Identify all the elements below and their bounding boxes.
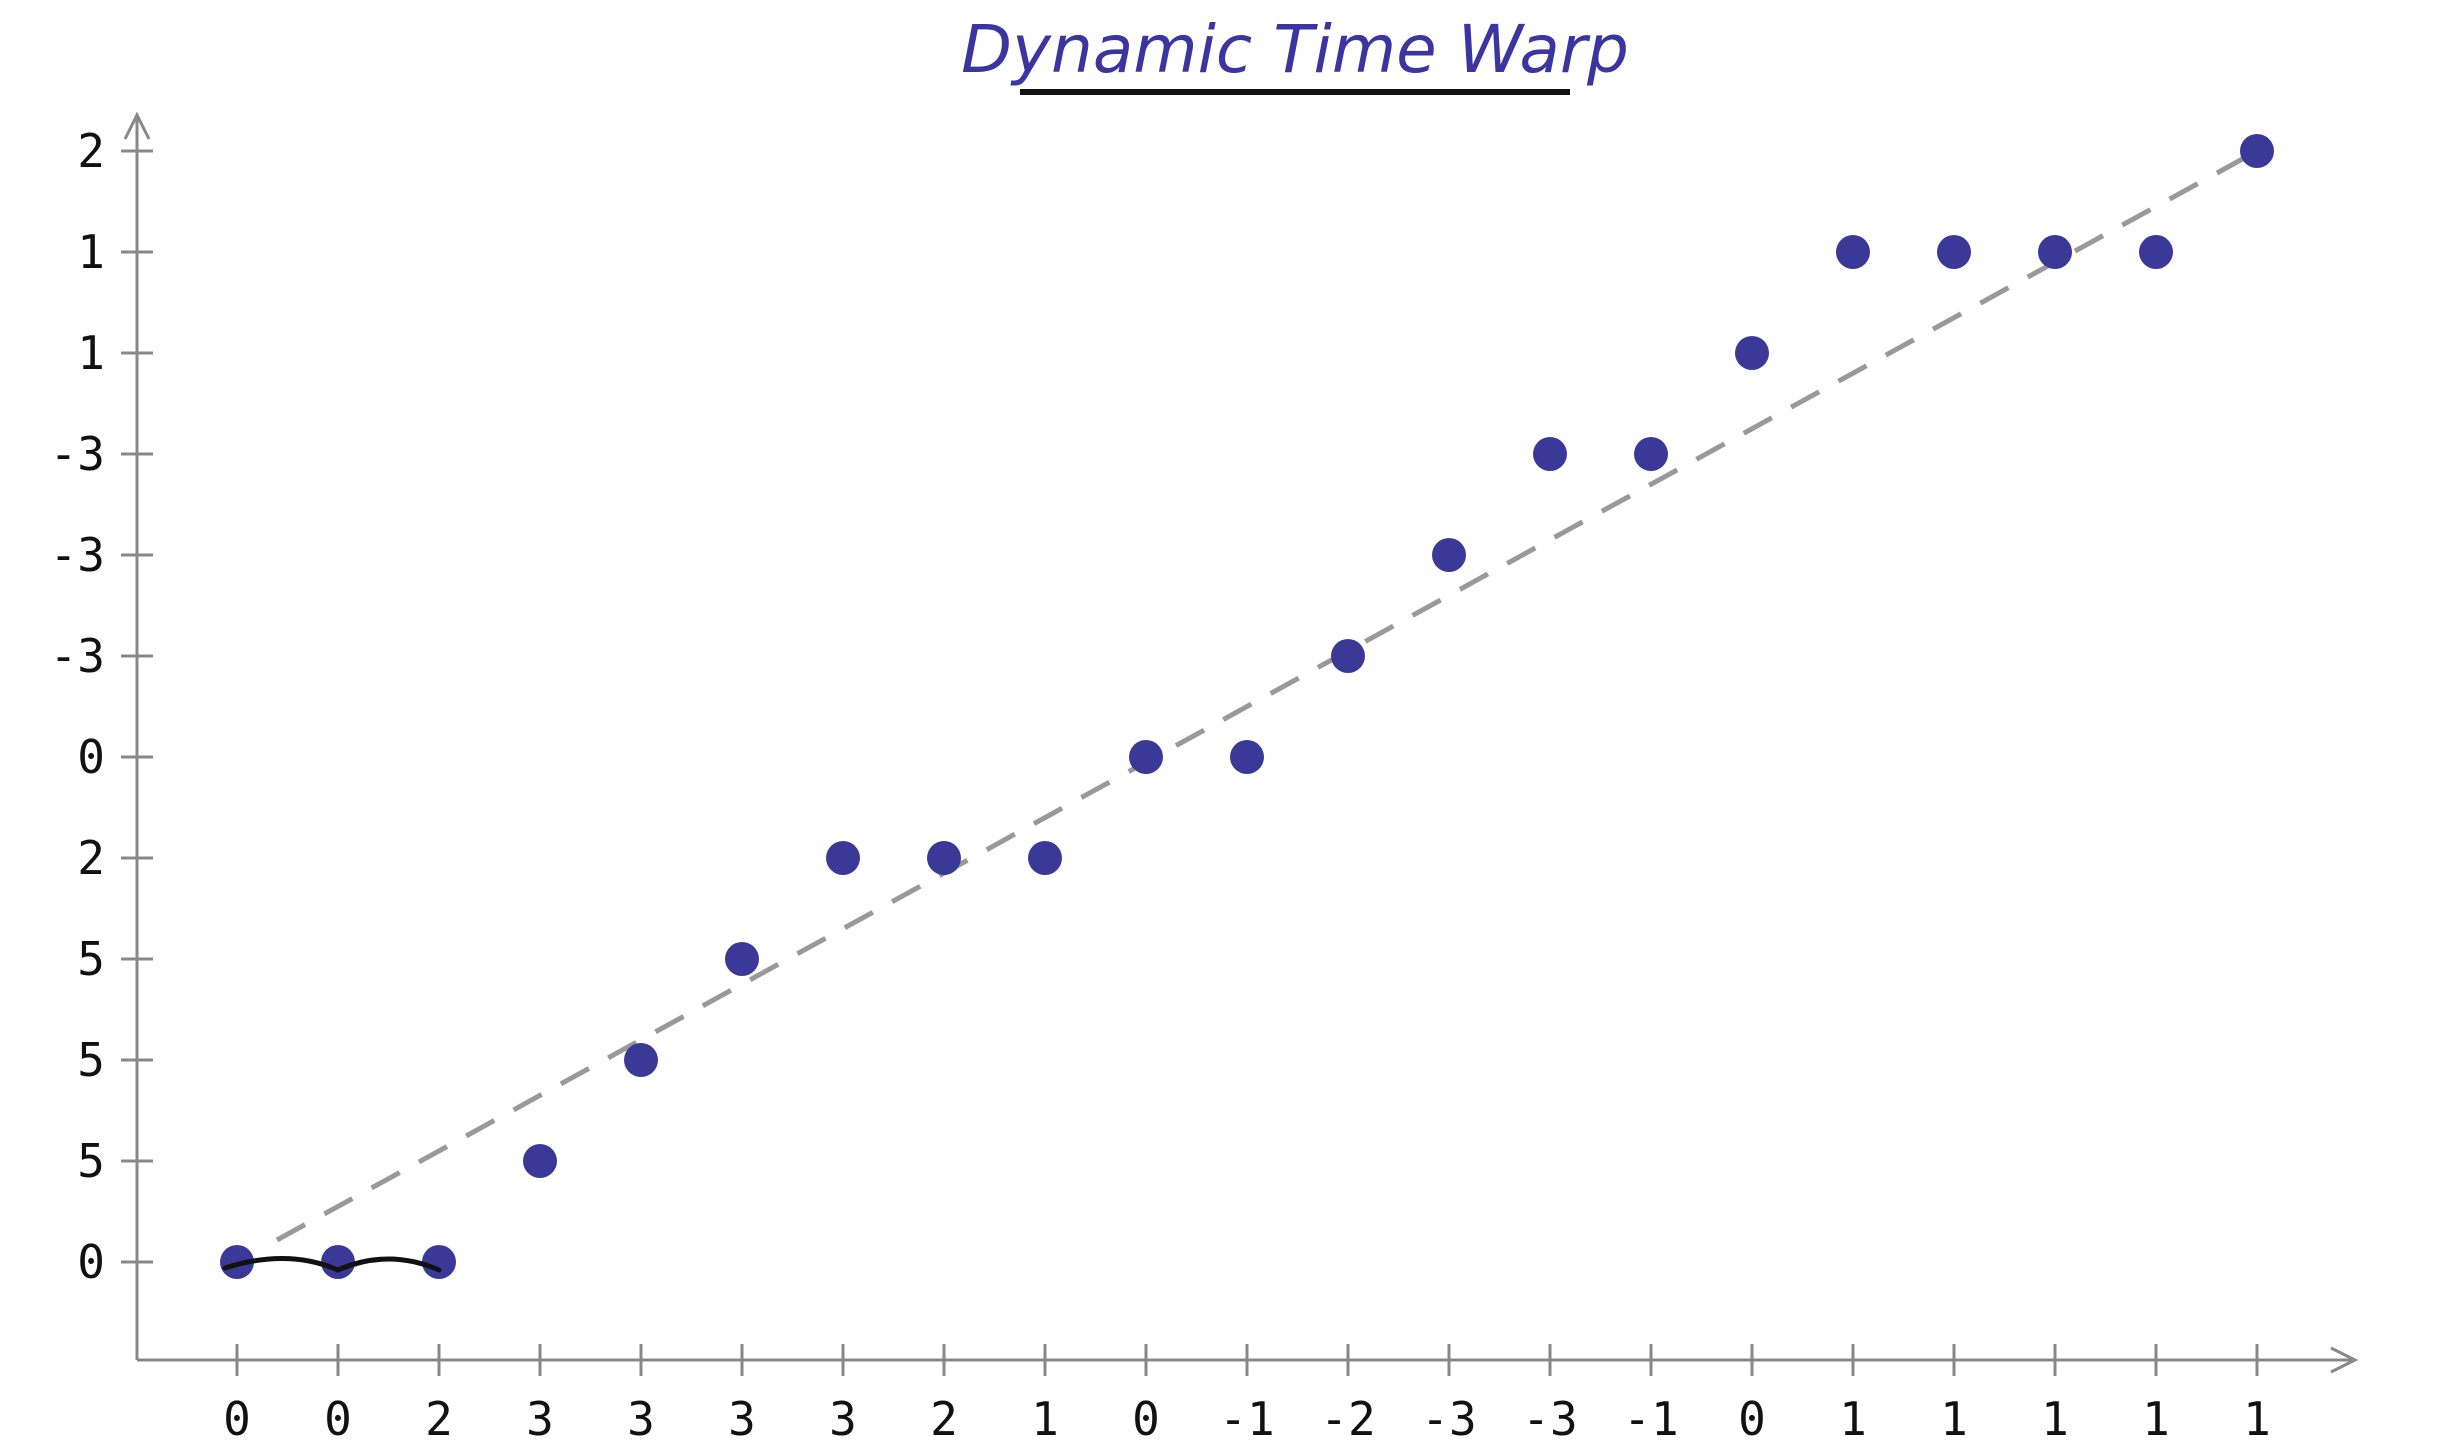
x-tick-label: 0 bbox=[223, 1392, 251, 1446]
x-tick-label: -1 bbox=[1219, 1392, 1274, 1446]
x-tick-label: 3 bbox=[627, 1392, 655, 1446]
x-tick-label: 1 bbox=[1839, 1392, 1867, 1446]
data-point bbox=[1836, 235, 1870, 269]
y-tick-label: 5 bbox=[77, 932, 105, 986]
y-tick-label: 1 bbox=[77, 326, 105, 380]
y-tick-label: -3 bbox=[50, 528, 105, 582]
data-point bbox=[1028, 841, 1062, 875]
y-tick-label: 0 bbox=[77, 730, 105, 784]
data-point bbox=[725, 942, 759, 976]
data-point bbox=[1937, 235, 1971, 269]
diagonal-reference bbox=[275, 148, 2259, 1243]
y-tick-label: 5 bbox=[77, 1033, 105, 1087]
data-point bbox=[422, 1245, 456, 1279]
data-point bbox=[1634, 437, 1668, 471]
warp-path-line bbox=[222, 1255, 442, 1273]
data-point bbox=[1331, 639, 1365, 673]
warp-path-layer bbox=[222, 1255, 442, 1273]
data-point bbox=[927, 841, 961, 875]
data-point bbox=[2240, 134, 2274, 168]
data-point bbox=[1533, 437, 1567, 471]
x-tick-label: 3 bbox=[728, 1392, 756, 1446]
x-axis-arrow-icon bbox=[2330, 1346, 2359, 1374]
x-tick-label: -2 bbox=[1320, 1392, 1375, 1446]
data-point bbox=[1735, 336, 1769, 370]
x-tick-label: 2 bbox=[425, 1392, 453, 1446]
x-tick-label: 2 bbox=[930, 1392, 958, 1446]
data-point bbox=[826, 841, 860, 875]
x-tick-label: 1 bbox=[2243, 1392, 2271, 1446]
x-tick-label: -1 bbox=[1623, 1392, 1678, 1446]
x-tick-label: 1 bbox=[2041, 1392, 2069, 1446]
y-tick-label: -3 bbox=[50, 427, 105, 481]
y-tick-label: 0 bbox=[77, 1235, 105, 1289]
data-point bbox=[2139, 235, 2173, 269]
x-tick-label: -3 bbox=[1522, 1392, 1577, 1446]
x-tick-label: 1 bbox=[1940, 1392, 1968, 1446]
x-tick-label: 0 bbox=[1132, 1392, 1160, 1446]
data-point bbox=[321, 1245, 355, 1279]
y-tick-label: 5 bbox=[77, 1134, 105, 1188]
x-tick-label: -3 bbox=[1421, 1392, 1476, 1446]
x-tick-label: 3 bbox=[526, 1392, 554, 1446]
y-tick-label: 1 bbox=[77, 225, 105, 279]
y-axis-arrow-icon bbox=[123, 111, 151, 140]
diagonal-dashed-line bbox=[275, 148, 2259, 1243]
x-tick-label: 1 bbox=[2142, 1392, 2170, 1446]
data-point bbox=[1432, 538, 1466, 572]
data-point bbox=[2038, 235, 2072, 269]
data-point bbox=[523, 1144, 557, 1178]
y-tick-label: -3 bbox=[50, 629, 105, 683]
y-tick-label: 2 bbox=[77, 831, 105, 885]
y-tick-label: 2 bbox=[77, 124, 105, 178]
data-point bbox=[1230, 740, 1264, 774]
x-tick-label: 1 bbox=[1031, 1392, 1059, 1446]
x-tick-label: 0 bbox=[324, 1392, 352, 1446]
data-point bbox=[1129, 740, 1163, 774]
ticks: 0 0 2 3 3 3 3 2 1 0 -1 -2 -3 -3 -1 0 1 1 1 1 1 0 5 5 5 2 0 -3 -3 -3 1 1… bbox=[50, 124, 2271, 1446]
data-point bbox=[624, 1043, 658, 1077]
chart-title: Dynamic Time Warp bbox=[961, 11, 1629, 88]
x-tick-label: 0 bbox=[1738, 1392, 1766, 1446]
x-tick-label: 3 bbox=[829, 1392, 857, 1446]
